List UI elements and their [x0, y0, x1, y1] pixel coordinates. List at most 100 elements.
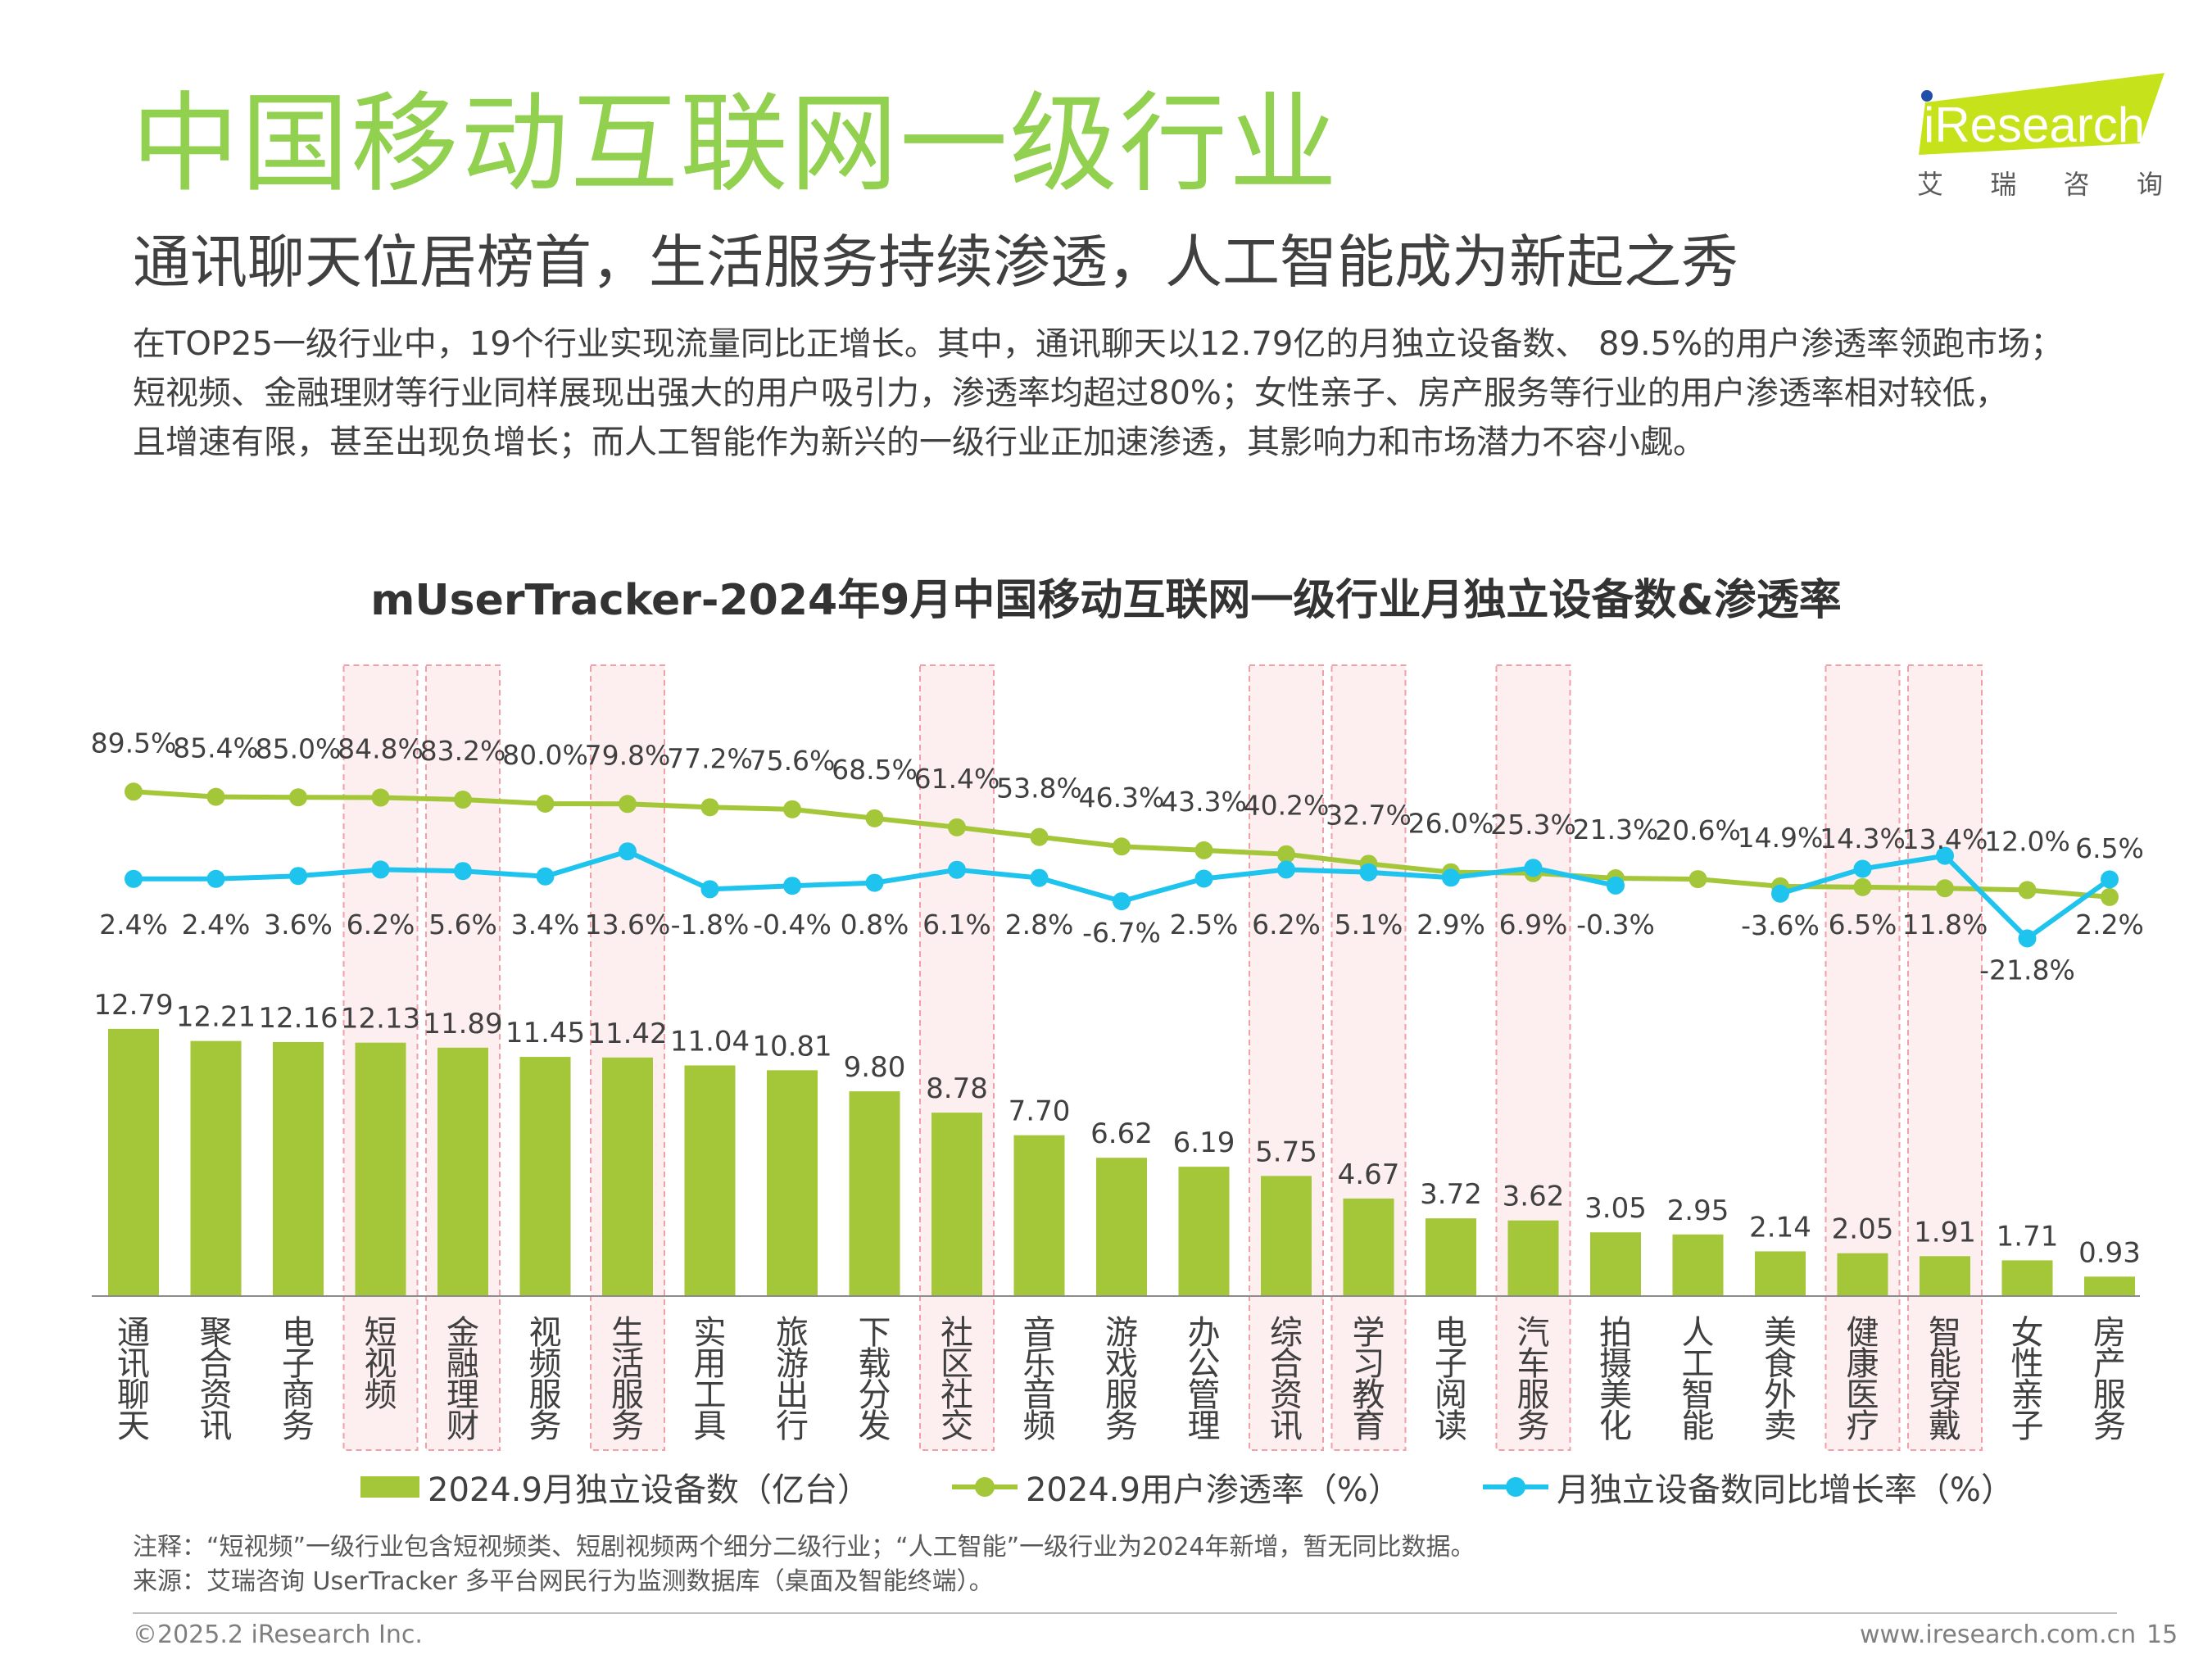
penetration-label: 84.8% — [338, 733, 424, 765]
penetration-label: 53.8% — [996, 773, 1082, 805]
penetration-label: 85.0% — [256, 732, 342, 764]
growth-label: 11.8% — [1902, 909, 1988, 941]
logo-dot — [1921, 90, 1933, 102]
penetration-point — [125, 782, 143, 801]
category-label: 人工智能 — [1682, 1314, 1715, 1445]
penetration-label: 68.5% — [832, 754, 918, 786]
growth-point — [2101, 870, 2119, 889]
growth-point — [1771, 884, 1789, 903]
growth-label: 3.6% — [264, 909, 333, 941]
bar — [684, 1065, 736, 1296]
bar — [1261, 1176, 1312, 1296]
penetration-point — [2101, 887, 2119, 906]
highlight-column — [919, 664, 995, 1451]
bar-value-label: 11.42 — [587, 1018, 667, 1050]
bar-value-label: 11.45 — [505, 1017, 585, 1049]
penetration-label: 14.9% — [1738, 822, 1824, 854]
bar — [1590, 1232, 1641, 1296]
logo-banner — [1919, 73, 2164, 155]
category-label: 音乐音频 — [1023, 1314, 1056, 1445]
growth-label: 13.6% — [585, 909, 671, 941]
category-label: 社区社交 — [941, 1314, 973, 1445]
category-label: 生活服务 — [611, 1314, 644, 1445]
highlight-column — [1495, 664, 1571, 1451]
bar-value-label: 12.21 — [176, 1001, 256, 1034]
legend-label: 2024.9月独立设备数（亿台） — [428, 1471, 870, 1509]
bar — [931, 1113, 982, 1296]
bar — [1343, 1198, 1394, 1296]
penetration-point — [1194, 841, 1213, 859]
bar-value-label: 3.62 — [1503, 1181, 1565, 1213]
bar — [1013, 1135, 1065, 1296]
bar — [602, 1057, 653, 1296]
penetration-label: 83.2% — [420, 735, 506, 767]
page-title: 中国移动互联网一级行业 — [131, 81, 1339, 207]
growth-point — [1194, 869, 1213, 888]
bar — [437, 1047, 488, 1296]
category-label: 电子阅读 — [1435, 1314, 1467, 1445]
bar — [1426, 1218, 1476, 1296]
penetration-point — [2018, 881, 2037, 900]
bar — [2084, 1276, 2135, 1296]
penetration-label: 61.4% — [914, 763, 1000, 795]
page-number: 15 — [2146, 1620, 2178, 1649]
category-label: 办公管理 — [1188, 1314, 1221, 1445]
bar — [849, 1091, 900, 1296]
penetration-label: 12.0% — [1984, 825, 2070, 857]
logo-char: 艾 — [1917, 169, 1944, 200]
penetration-point — [1853, 877, 1872, 896]
penetration-point — [536, 795, 555, 813]
bar — [1178, 1167, 1230, 1296]
legend-line-swatch — [1482, 1475, 1548, 1499]
growth-point — [125, 869, 143, 888]
bar-value-label: 5.75 — [1255, 1135, 1317, 1168]
penetration-label: 46.3% — [1079, 782, 1165, 814]
page-subtitle: 通讯聊天位居榜首，生活服务持续渗透，人工智能成为新起之秀 — [133, 229, 1738, 296]
growth-label: 3.4% — [511, 909, 580, 941]
highlight-column — [1907, 664, 1983, 1451]
bar-value-label: 6.62 — [1090, 1117, 1153, 1150]
legend-item-devices: 2024.9月独立设备数（亿台） — [360, 1463, 870, 1511]
note-text: 注释：“短视频”一级行业包含短视频类、短剧视频两个细分二级行业；“人工智能”一级… — [133, 1533, 1475, 1562]
penetration-label: 89.5% — [91, 727, 177, 759]
website-link[interactable]: www.iresearch.com.cn — [1860, 1620, 2137, 1649]
growth-label: -6.7% — [1082, 917, 1161, 949]
growth-label: 6.2% — [1252, 909, 1321, 941]
summary-line: 短视频、金融理财等行业同样展现出强大的用户吸引力，渗透率均超过80%；女性亲子、… — [133, 374, 2008, 412]
growth-point — [1113, 892, 1131, 911]
category-label: 通讯聊天 — [117, 1314, 150, 1445]
growth-label: 0.8% — [841, 909, 909, 941]
penetration-label: 40.2% — [1244, 790, 1330, 822]
bar-value-label: 12.13 — [341, 1003, 420, 1036]
growth-label: 2.2% — [2075, 909, 2144, 941]
growth-point — [1442, 868, 1460, 887]
category-label: 聚合资讯 — [200, 1314, 233, 1445]
penetration-point — [454, 791, 472, 809]
iresearch-logo: iResearch — [1919, 73, 2164, 155]
penetration-label: 14.3% — [1820, 823, 1906, 854]
bar — [108, 1028, 159, 1296]
category-label: 智能穿戴 — [1929, 1314, 1961, 1445]
growth-point — [1524, 859, 1543, 877]
bar — [1672, 1234, 1724, 1296]
footer-divider — [133, 1612, 2117, 1614]
bar — [355, 1042, 406, 1296]
bar — [190, 1040, 242, 1296]
penetration-point — [865, 809, 884, 827]
bar — [2001, 1260, 2053, 1296]
growth-point — [1607, 876, 1625, 895]
growth-label: 6.5% — [1829, 909, 1897, 941]
category-label: 汽车服务 — [1517, 1314, 1550, 1445]
highlight-column — [1824, 664, 1901, 1451]
penetration-label: 75.6% — [750, 745, 836, 777]
growth-label: 6.2% — [347, 909, 415, 941]
bar — [273, 1041, 324, 1296]
category-label: 房产服务 — [2093, 1314, 2126, 1445]
growth-label: -0.4% — [753, 909, 832, 941]
penetration-point — [371, 788, 390, 807]
bar — [1755, 1251, 1806, 1296]
bar-value-label: 0.93 — [2078, 1236, 2141, 1269]
logo-char: 咨 — [2063, 169, 2090, 200]
penetration-label: 13.4% — [1902, 823, 1988, 855]
growth-label: -3.6% — [1741, 909, 1820, 941]
